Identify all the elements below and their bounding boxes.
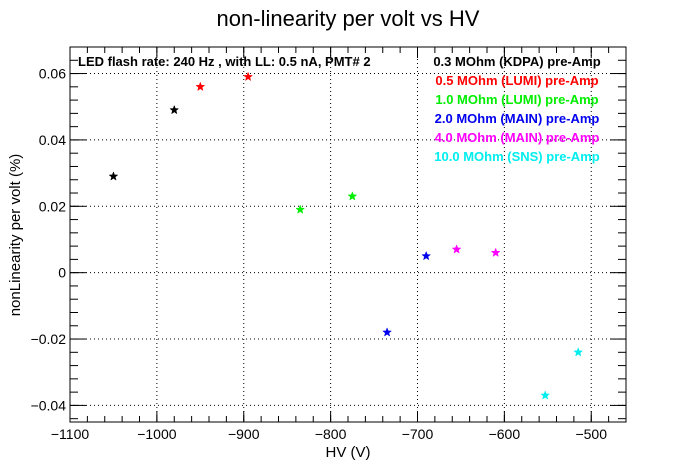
y-axis-label: nonLinearity per volt (%)	[7, 154, 24, 317]
legend-entry: 1.0 MOhm (LUMI) pre-Amp	[435, 92, 598, 107]
tick-labels: −1100 −1000 −900 −800 −700 −600 −500 −0.04 −0.02…	[31, 66, 608, 442]
x-tick-label: −1100	[51, 426, 89, 442]
data-point	[382, 327, 393, 337]
y-tick-label: −0.02	[31, 331, 67, 347]
data-point	[451, 244, 462, 254]
x-tick-label: −600	[489, 426, 521, 442]
data-point	[490, 247, 501, 257]
data-point	[108, 171, 119, 181]
x-tick-label: −500	[575, 426, 607, 442]
data-points	[108, 71, 584, 400]
grid-lines	[69, 47, 626, 422]
y-tick-label: 0.04	[39, 132, 66, 148]
chart-title: non-linearity per volt vs HV	[217, 6, 480, 31]
x-tick-label: −800	[315, 426, 347, 442]
axis-ticks	[69, 46, 627, 422]
data-point	[573, 347, 584, 357]
y-tick-label: −0.04	[31, 397, 67, 413]
legend-entry: 0.3 MOhm (KDPA) pre-Amp	[433, 54, 600, 69]
data-point	[195, 81, 206, 92]
chart-annotation: LED flash rate: 240 Hz , with LL: 0.5 nA…	[78, 54, 371, 69]
data-point	[421, 250, 432, 261]
data-point	[169, 104, 180, 115]
x-tick-label: −700	[402, 426, 434, 442]
x-tick-label: −1000	[137, 426, 177, 442]
x-tick-label: −900	[228, 426, 260, 442]
legend-entry: 0.5 MOhm (LUMI) pre-Amp	[435, 73, 598, 88]
legend-entry: 4.0 MOhm (MAIN) pre-Amp	[435, 130, 600, 145]
data-point	[243, 71, 254, 82]
data-point	[540, 390, 551, 400]
y-tick-label: 0.06	[39, 66, 66, 82]
data-point	[295, 204, 306, 214]
y-tick-label: 0.02	[39, 198, 66, 214]
x-axis-label: HV (V)	[326, 444, 371, 461]
data-point	[347, 191, 358, 201]
y-tick-label: 0	[58, 265, 66, 281]
legend-entry: 2.0 MOhm (MAIN) pre-Amp	[435, 111, 600, 126]
legend-entry: 10.0 MOhm (SNS) pre-Amp	[434, 149, 599, 164]
legend: 0.3 MOhm (KDPA) pre-Amp 0.5 MOhm (LUMI) p…	[433, 54, 600, 164]
